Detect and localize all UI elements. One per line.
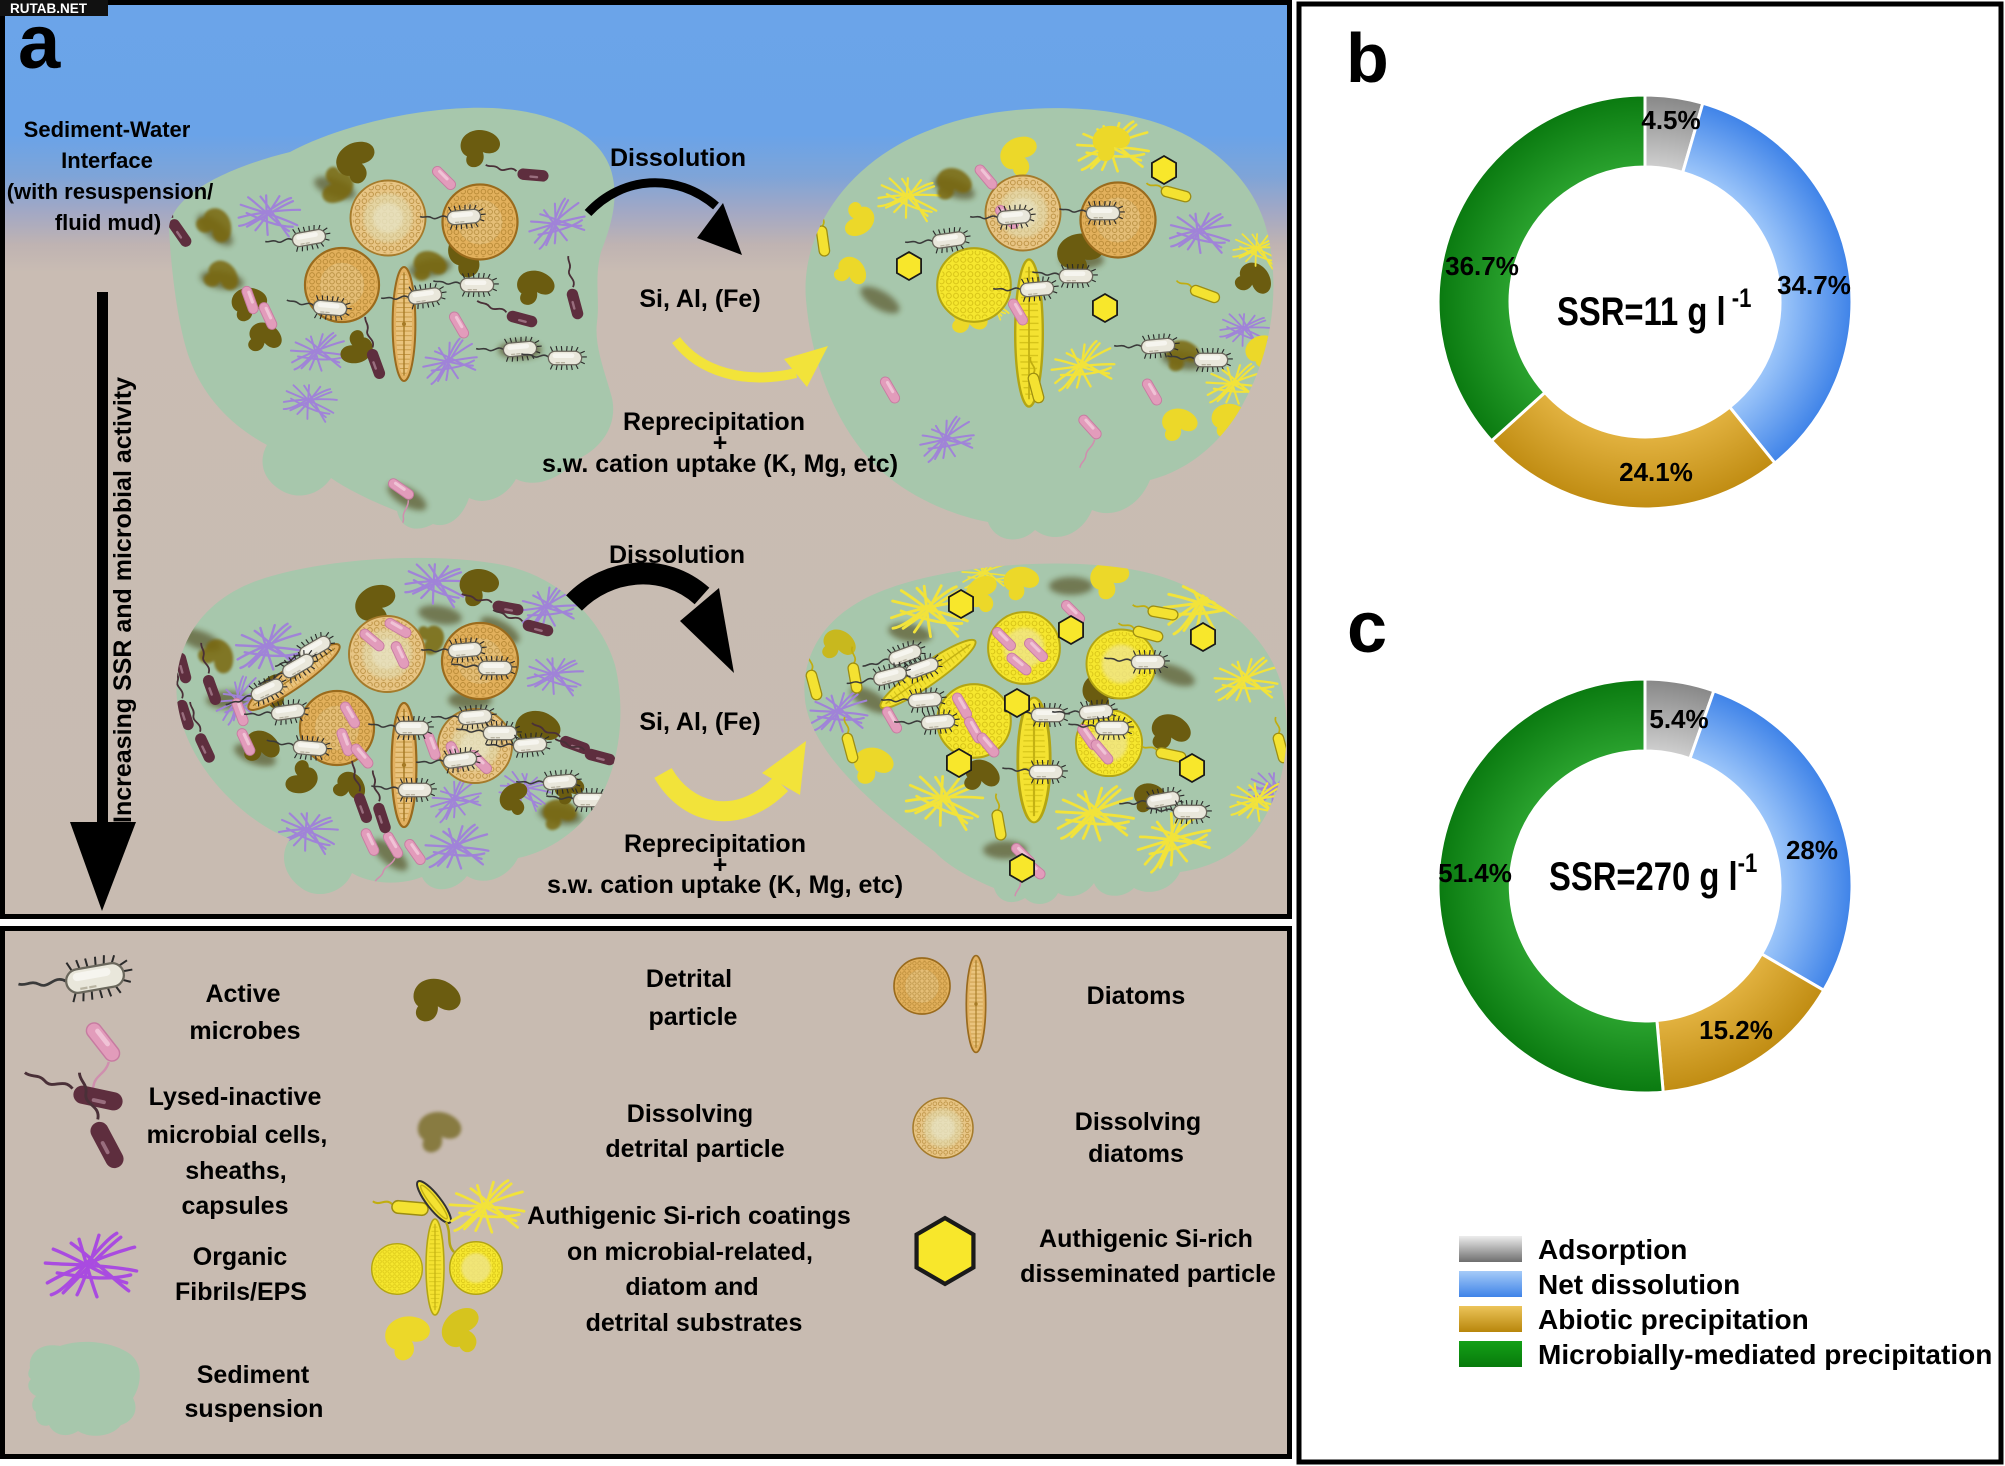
svg-text:Lysed-inactive: Lysed-inactive	[149, 1083, 322, 1111]
svg-text:Abiotic precipitation: Abiotic precipitation	[1538, 1304, 1809, 1335]
svg-text:5.4%: 5.4%	[1649, 704, 1708, 734]
svg-text:Diatoms: Diatoms	[1087, 982, 1186, 1010]
svg-text:Si, Al, (Fe): Si, Al, (Fe)	[639, 285, 760, 313]
svg-text:Net dissolution: Net dissolution	[1538, 1269, 1740, 1300]
svg-text:Dissolving: Dissolving	[1075, 1108, 1201, 1136]
svg-text:detrital particle: detrital particle	[605, 1135, 784, 1163]
svg-text:on microbial-related,: on microbial-related,	[567, 1238, 813, 1266]
svg-text:SSR=270 g l-1: SSR=270 g l-1	[1549, 849, 1758, 899]
svg-text:sheaths,: sheaths,	[185, 1157, 286, 1185]
svg-text:Reprecipitation: Reprecipitation	[624, 830, 806, 858]
svg-text:+: +	[713, 429, 728, 457]
svg-text:Dissolving: Dissolving	[627, 1100, 753, 1128]
svg-text:15.2%: 15.2%	[1699, 1015, 1773, 1045]
svg-text:Adsorption: Adsorption	[1538, 1234, 1687, 1265]
svg-text:Organic: Organic	[193, 1243, 288, 1271]
svg-text:36.7%: 36.7%	[1445, 251, 1519, 281]
svg-text:Dissolution: Dissolution	[610, 144, 746, 172]
svg-text:Authigenic Si-rich coatings: Authigenic Si-rich coatings	[527, 1202, 851, 1230]
svg-text:Sediment-Water: Sediment-Water	[24, 117, 191, 142]
svg-text:RUTAB.NET: RUTAB.NET	[10, 1, 88, 16]
svg-text:particle: particle	[649, 1003, 738, 1031]
svg-text:Fibrils/EPS: Fibrils/EPS	[175, 1278, 307, 1306]
svg-text:(with resuspension/: (with resuspension/	[7, 179, 214, 204]
svg-text:4.5%: 4.5%	[1641, 105, 1700, 135]
svg-text:+: +	[713, 851, 728, 879]
svg-text:Microbially-mediated precipita: Microbially-mediated precipitation	[1538, 1339, 1992, 1370]
svg-text:28%: 28%	[1786, 835, 1838, 865]
svg-text:disseminated particle: disseminated particle	[1020, 1260, 1276, 1288]
svg-text:Si, Al, (Fe): Si, Al, (Fe)	[639, 708, 760, 736]
svg-text:34.7%: 34.7%	[1777, 270, 1851, 300]
svg-text:fluid mud): fluid mud)	[55, 210, 161, 235]
svg-text:microbial cells,: microbial cells,	[147, 1121, 328, 1149]
svg-text:Authigenic Si-rich: Authigenic Si-rich	[1039, 1225, 1253, 1253]
svg-text:Dissolution: Dissolution	[609, 541, 745, 569]
svg-text:diatoms: diatoms	[1088, 1140, 1184, 1168]
svg-text:b: b	[1346, 19, 1389, 97]
svg-text:s.w. cation uptake (K, Mg, etc: s.w. cation uptake (K, Mg, etc)	[547, 871, 903, 899]
svg-text:Sediment: Sediment	[197, 1361, 310, 1389]
svg-text:51.4%: 51.4%	[1438, 858, 1512, 888]
svg-text:SSR=11 g l -1: SSR=11 g l -1	[1557, 284, 1752, 334]
svg-text:24.1%: 24.1%	[1619, 457, 1693, 487]
svg-text:Reprecipitation: Reprecipitation	[623, 408, 805, 436]
svg-text:capsules: capsules	[181, 1192, 288, 1220]
svg-text:detrital substrates: detrital substrates	[586, 1309, 803, 1337]
svg-text:microbes: microbes	[189, 1017, 300, 1045]
svg-text:Increasing SSR and microbial a: Increasing SSR and microbial activity	[109, 377, 137, 823]
svg-text:c: c	[1347, 588, 1387, 668]
svg-text:Interface: Interface	[61, 148, 153, 173]
svg-text:diatom and: diatom and	[625, 1273, 758, 1301]
svg-text:s.w. cation uptake (K, Mg, etc: s.w. cation uptake (K, Mg, etc)	[542, 450, 898, 478]
svg-text:suspension: suspension	[185, 1395, 324, 1423]
svg-text:Detrital: Detrital	[646, 965, 732, 993]
svg-text:Active: Active	[205, 980, 280, 1008]
